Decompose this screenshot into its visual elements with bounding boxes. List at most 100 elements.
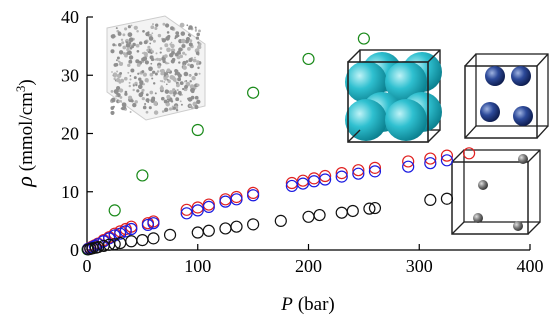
- data-point: [230, 220, 243, 233]
- data-point: [247, 186, 260, 200]
- texture-dot: [175, 109, 179, 112]
- texture-dot: [173, 95, 176, 97]
- y-axis-unit: (mmol/cm: [16, 92, 37, 171]
- data-point: [285, 176, 298, 190]
- texture-dot: [174, 80, 177, 83]
- texture-dot: [170, 41, 173, 44]
- x-tick-label: 100: [184, 256, 211, 276]
- texture-dot: [167, 100, 170, 103]
- texture-dot: [128, 84, 131, 88]
- data-point: [163, 228, 177, 241]
- texture-dot: [160, 71, 165, 76]
- texture-dot: [141, 88, 145, 92]
- texture-dot: [150, 48, 153, 51]
- data-point: [202, 198, 215, 211]
- data-point: [247, 189, 260, 202]
- texture-dot: [116, 70, 119, 73]
- texture-dot: [169, 43, 172, 46]
- texture-dot: [150, 62, 153, 65]
- texture-dot: [194, 56, 196, 59]
- texture-dot: [122, 45, 127, 50]
- data-point: [180, 207, 193, 220]
- texture-dot: [196, 32, 200, 37]
- texture-dot: [163, 81, 166, 83]
- texture-dot: [159, 47, 163, 50]
- texture-dot: [120, 78, 125, 83]
- texture-dot: [182, 51, 186, 55]
- texture-dot: [112, 105, 115, 108]
- data-point: [202, 224, 215, 237]
- texture-dot: [165, 62, 169, 65]
- texture-dot: [150, 52, 153, 55]
- x-axis-variable: P: [280, 294, 293, 315]
- data-point: [357, 32, 370, 45]
- texture-dot: [187, 27, 191, 30]
- texture-dot: [128, 81, 131, 84]
- texture-dot: [152, 70, 156, 74]
- texture-dot: [179, 81, 184, 85]
- texture-dot: [184, 53, 187, 56]
- data-point: [440, 154, 454, 167]
- y-tick-label: 20: [61, 124, 79, 144]
- data-point: [307, 175, 321, 188]
- texture-dot: [148, 66, 153, 72]
- texture-dot: [182, 63, 184, 66]
- texture-dot: [113, 89, 119, 94]
- data-point: [307, 172, 321, 185]
- texture-dot: [145, 110, 149, 114]
- data-point: [147, 232, 160, 245]
- porous-network-texture: [109, 22, 202, 115]
- x-axis-title: P (bar): [280, 294, 335, 315]
- data-point: [136, 234, 149, 247]
- series-2: [82, 154, 454, 255]
- texture-dot: [128, 55, 134, 60]
- texture-dot: [181, 93, 183, 96]
- texture-dot: [147, 45, 151, 49]
- texture-dot: [121, 41, 125, 45]
- texture-dot: [166, 68, 171, 73]
- texture-dot: [110, 34, 116, 39]
- texture-dot: [198, 72, 201, 75]
- texture-dot: [179, 54, 184, 59]
- texture-dot: [144, 60, 149, 65]
- texture-dot: [111, 97, 116, 103]
- series-1: [82, 147, 476, 255]
- texture-dot: [179, 22, 185, 28]
- texture-dot: [170, 75, 176, 81]
- data-point: [141, 218, 155, 232]
- texture-dot: [193, 86, 196, 89]
- data-point: [302, 52, 315, 66]
- texture-dot: [128, 95, 133, 100]
- texture-dot: [119, 95, 123, 99]
- data-point: [114, 227, 127, 240]
- texture-dot: [121, 62, 124, 65]
- texture-dot: [180, 103, 183, 106]
- texture-dot: [129, 75, 132, 77]
- data-point: [247, 86, 260, 99]
- texture-dot: [196, 83, 200, 87]
- texture-dot: [116, 56, 120, 60]
- texture-dot: [145, 98, 150, 103]
- texture-dot: [128, 25, 131, 29]
- data-point: [191, 123, 204, 137]
- y-axis-title: ρ (mmol/cm3): [12, 79, 37, 188]
- data-point: [147, 217, 160, 230]
- texture-dot: [113, 74, 117, 78]
- texture-dot: [184, 80, 186, 83]
- texture-dot: [174, 73, 177, 76]
- texture-dot: [126, 51, 130, 55]
- texture-dot: [197, 41, 200, 44]
- data-point: [319, 173, 332, 186]
- texture-dot: [125, 43, 131, 48]
- texture-dot: [149, 90, 154, 95]
- data-point: [191, 226, 204, 239]
- texture-dot: [136, 63, 141, 67]
- texture-dot: [157, 33, 162, 38]
- texture-dot: [116, 59, 118, 62]
- texture-dot: [197, 66, 200, 70]
- data-point: [424, 157, 437, 170]
- texture-dot: [146, 48, 150, 52]
- texture-dot: [185, 60, 189, 63]
- series-3: [82, 192, 454, 256]
- texture-dot: [130, 24, 133, 27]
